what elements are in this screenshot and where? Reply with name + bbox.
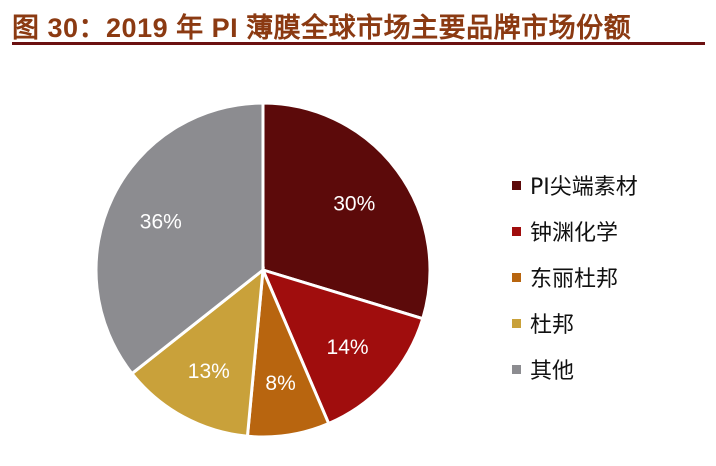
legend-swatch — [512, 226, 521, 236]
legend-swatch — [512, 180, 521, 190]
data-label: 14% — [327, 336, 369, 359]
pie-slice-1 — [260, 267, 425, 426]
legend: PI尖端素材 钟渊化学东丽杜邦杜邦其他 — [512, 162, 638, 392]
legend-label: 东丽杜邦 — [530, 267, 619, 292]
legend-label: 杜邦 — [530, 313, 575, 338]
legend-item: 钟渊化学 — [512, 208, 638, 254]
legend-swatch — [512, 318, 521, 328]
pie-slice-4 — [94, 101, 265, 376]
chart-title: 图 30：2019 年 PI 薄膜全球市场主要品牌市场份额 — [12, 13, 632, 43]
data-label: 30% — [333, 192, 375, 215]
legend-item: 其他 — [512, 346, 638, 392]
legend-label: PI尖端素材 — [530, 175, 638, 200]
pie-slice-3 — [129, 266, 265, 438]
legend-item: 东丽杜邦 — [512, 254, 638, 300]
data-label: 8% — [265, 372, 295, 395]
legend-swatch — [512, 272, 521, 282]
legend-item: 杜邦 — [512, 300, 638, 346]
pie-slice-0 — [261, 101, 432, 321]
legend-item: PI尖端素材 — [512, 162, 638, 208]
data-label: 36% — [140, 211, 182, 234]
title-divider — [12, 42, 705, 45]
legend-label: 其他 — [530, 359, 575, 384]
data-label: 13% — [188, 360, 230, 383]
legend-swatch — [512, 364, 521, 374]
legend-label: 钟渊化学 — [530, 221, 619, 246]
